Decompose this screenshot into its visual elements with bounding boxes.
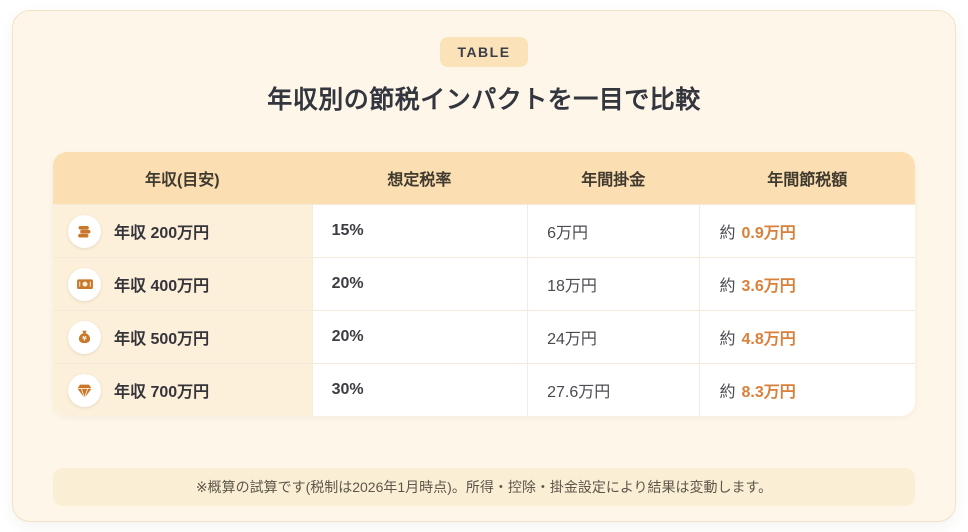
contribution-cell: 6万円 bbox=[527, 205, 699, 257]
table-row: ¥ 年収 500万円 20% 24万円 約 4.8万円 bbox=[53, 310, 915, 363]
tax-rate-cell: 20% bbox=[311, 311, 528, 363]
column-header-contribution: 年間掛金 bbox=[581, 172, 646, 189]
tax-impact-table: 年収(目安) 想定税率 年間掛金 年間節税額 年収 200万円 15% 6万円 bbox=[53, 152, 915, 416]
income-label: 年収 200万円 bbox=[114, 225, 210, 242]
savings-cell: 約 8.3万円 bbox=[699, 364, 915, 416]
savings-value: 4.8万円 bbox=[741, 331, 796, 348]
savings-cell: 約 3.6万円 bbox=[699, 258, 915, 310]
column-header-tax-rate: 想定税率 bbox=[387, 172, 452, 189]
comparison-card: TABLE 年収別の節税インパクトを一目で比較 年収(目安) 想定税率 年間掛金… bbox=[12, 10, 956, 522]
disclaimer-note: ※概算の試算です(税制は2026年1月時点)。所得・控除・掛金設定により結果は変… bbox=[53, 468, 915, 506]
savings-value: 0.9万円 bbox=[741, 225, 796, 242]
tax-rate-cell: 15% bbox=[311, 205, 528, 257]
savings-cell: 約 0.9万円 bbox=[699, 205, 915, 257]
income-label: 年収 500万円 bbox=[114, 331, 210, 348]
contribution-cell: 24万円 bbox=[527, 311, 699, 363]
savings-value: 3.6万円 bbox=[741, 278, 796, 295]
income-label: 年収 400万円 bbox=[114, 278, 210, 295]
savings-prefix: 約 bbox=[719, 384, 736, 401]
table-badge: TABLE bbox=[440, 37, 528, 67]
coins-icon bbox=[68, 214, 101, 248]
money-bag-icon: ¥ bbox=[68, 320, 101, 354]
page-title: 年収別の節税インパクトを一目で比較 bbox=[267, 86, 701, 114]
savings-cell: 約 4.8万円 bbox=[699, 311, 915, 363]
savings-value: 8.3万円 bbox=[741, 384, 796, 401]
income-label: 年収 700万円 bbox=[114, 384, 210, 401]
income-cell: 年収 200万円 bbox=[53, 205, 312, 257]
svg-text:¥: ¥ bbox=[82, 335, 87, 342]
income-cell: 年収 700万円 bbox=[53, 364, 312, 416]
badge-wrap: TABLE bbox=[13, 37, 955, 67]
gem-icon bbox=[68, 373, 101, 407]
column-header-income: 年収(目安) bbox=[144, 172, 220, 189]
contribution-cell: 18万円 bbox=[527, 258, 699, 310]
table-row: 年収 700万円 30% 27.6万円 約 8.3万円 bbox=[53, 363, 915, 416]
income-cell: ¥ 年収 500万円 bbox=[53, 311, 312, 363]
banknote-icon bbox=[68, 267, 101, 301]
table-header-row: 年収(目安) 想定税率 年間掛金 年間節税額 bbox=[53, 152, 915, 204]
table-row: 年収 200万円 15% 6万円 約 0.9万円 bbox=[53, 204, 915, 257]
savings-prefix: 約 bbox=[719, 331, 736, 348]
table-row: 年収 400万円 20% 18万円 約 3.6万円 bbox=[53, 257, 915, 310]
savings-prefix: 約 bbox=[719, 278, 736, 295]
tax-rate-cell: 20% bbox=[311, 258, 528, 310]
column-header-savings: 年間節税額 bbox=[767, 172, 848, 189]
contribution-cell: 27.6万円 bbox=[527, 364, 699, 416]
tax-rate-cell: 30% bbox=[311, 364, 528, 416]
income-cell: 年収 400万円 bbox=[53, 258, 312, 310]
savings-prefix: 約 bbox=[719, 225, 736, 242]
